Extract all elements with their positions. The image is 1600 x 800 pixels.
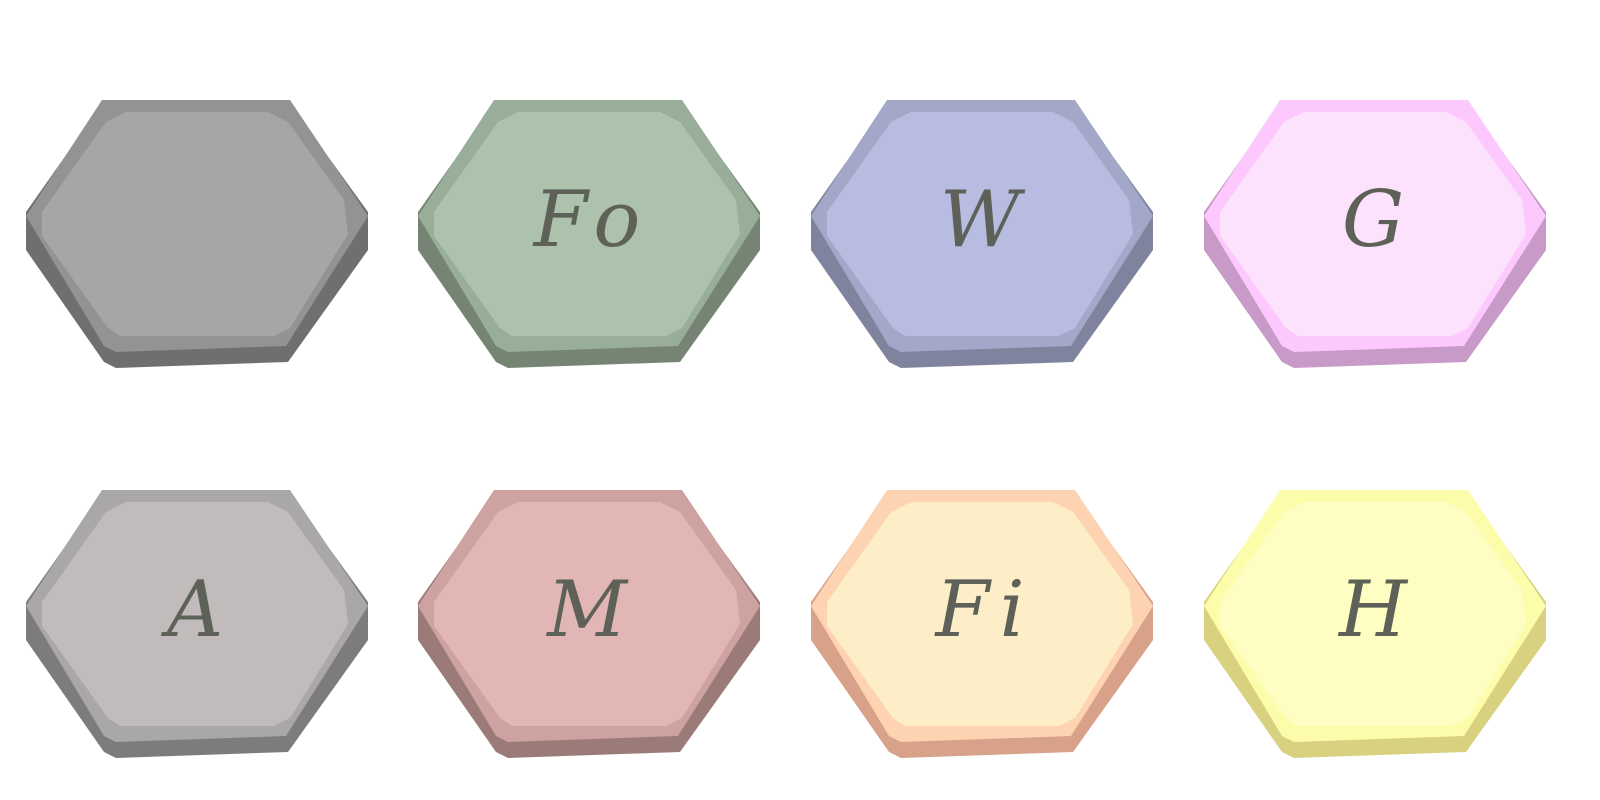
hex-tile-g[interactable]: G — [1204, 100, 1552, 376]
hex-tile-shape — [26, 490, 368, 758]
hex-tile-shape — [418, 490, 760, 758]
tile-face — [827, 502, 1133, 726]
tile-face — [827, 112, 1133, 336]
hex-tile-shape — [418, 100, 760, 368]
hex-tile-shape — [1204, 100, 1546, 368]
hex-tile-fi[interactable]: Fi — [811, 490, 1159, 766]
hex-tile-a[interactable]: A — [26, 490, 374, 766]
hex-tile-h[interactable]: H — [1204, 490, 1552, 766]
tile-face — [1220, 502, 1526, 726]
tile-face — [42, 502, 348, 726]
hex-tile-shape — [26, 100, 368, 368]
tile-face — [434, 112, 740, 336]
hex-tile-shape — [811, 100, 1153, 368]
hex-tile-fo[interactable]: Fo — [418, 100, 766, 376]
tile-face — [42, 112, 348, 336]
hex-tile-m[interactable]: M — [418, 490, 766, 766]
hex-tile-shape — [1204, 490, 1546, 758]
tile-face — [434, 502, 740, 726]
hex-tile-w[interactable]: W — [811, 100, 1159, 376]
tile-face — [1220, 112, 1526, 336]
hex-tile-shape — [811, 490, 1153, 758]
hex-tile-blank[interactable] — [26, 100, 374, 376]
